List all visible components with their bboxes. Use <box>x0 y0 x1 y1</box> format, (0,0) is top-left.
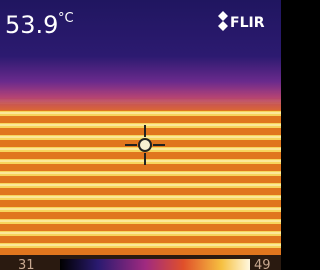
stripes <box>0 88 281 255</box>
scale-max: 49 <box>254 258 271 270</box>
logo: FLIR <box>230 15 265 31</box>
temperature-value: 53.9 <box>5 11 58 39</box>
scale-min: 31 <box>18 258 35 270</box>
color-scale <box>60 259 250 270</box>
page: 31 49 53.9 °C FLIR (() => { const data =… <box>0 0 281 270</box>
thermal-view: 31 49 53.9 °C FLIR <box>0 0 281 270</box>
temperature-unit: °C <box>58 11 74 26</box>
